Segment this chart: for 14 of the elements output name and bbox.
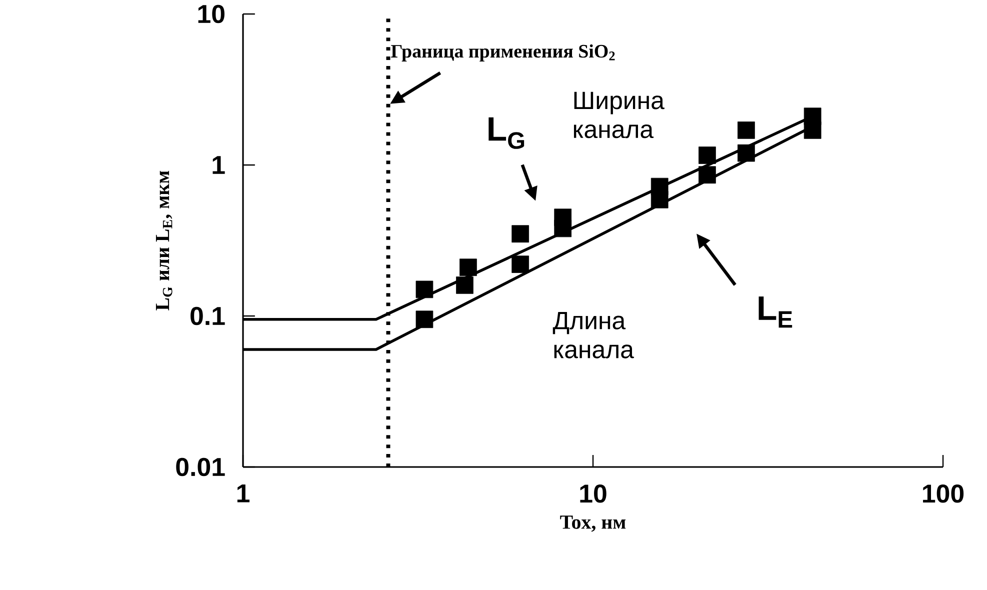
x-tick-label: 10 [580, 484, 606, 503]
annotation: Граница применения SiO$_{2}$ [391, 44, 615, 62]
annotation: L$_{G}$ [488, 117, 524, 149]
x-tick-label: 1 [237, 484, 250, 502]
y-tick-label: 10 [198, 4, 224, 24]
x-tick-label: 100 [923, 484, 964, 503]
annotation: L$_{E}$ [758, 296, 792, 328]
x-axis-title: Tox, нм [560, 516, 626, 532]
y-axis-title: L$_{G}$ или L$_{E}$, мкм [156, 170, 172, 310]
annotation: Длина канала [552, 312, 634, 358]
annotation: Ширина канала [574, 92, 664, 138]
y-tick-label: 0.1 [190, 306, 225, 326]
y-tick-label: 0.01 [176, 458, 225, 476]
y-tick-label: 1 [212, 156, 225, 174]
